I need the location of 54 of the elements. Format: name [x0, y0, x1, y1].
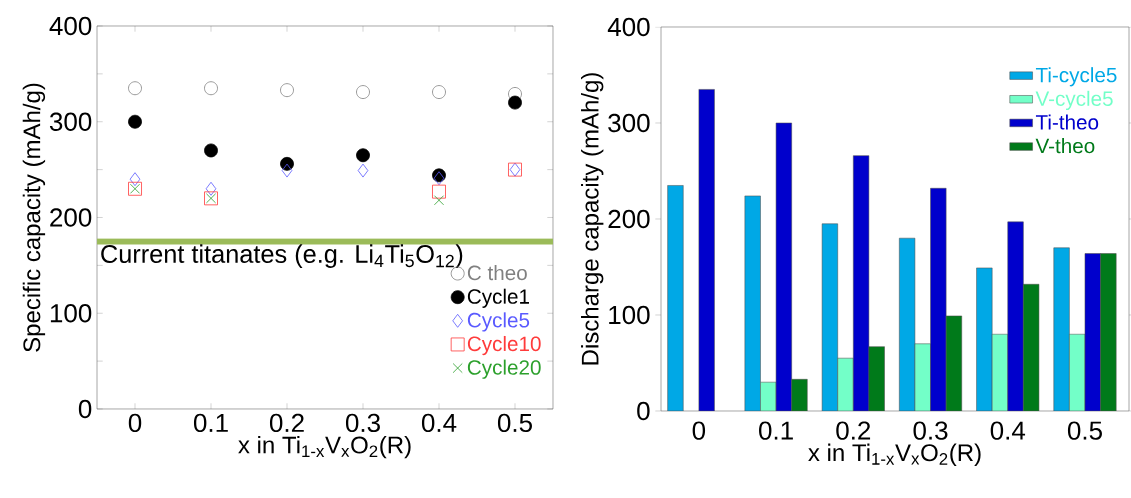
y-tick-label: 400 [607, 17, 650, 37]
x-tick-label: 0.2 [269, 413, 304, 433]
legend-label: C theo [467, 265, 527, 281]
ref-line-label: Current titanates (e.g. Li$_{4}$Ti$_{5}$O$_{12}$) [101, 244, 463, 268]
legend-label: V-theo [1035, 138, 1095, 154]
y-axis-title: Discharge capacity (mAh/g) [581, 73, 604, 365]
y-tick-label: 100 [50, 304, 92, 323]
x-tick-label: 0.3 [345, 413, 380, 433]
legend-label: Ti-cycle5 [1035, 67, 1117, 87]
legend-label: V-cycle5 [1035, 90, 1113, 111]
x-tick-label: 0.5 [1067, 421, 1102, 440]
point [205, 181, 217, 196]
bar [667, 185, 684, 411]
bar [698, 89, 715, 411]
y-tick-label: 400 [49, 16, 92, 36]
point [128, 81, 142, 96]
point [356, 85, 370, 99]
y-tick-label: 200 [50, 208, 92, 227]
y-tick-label: 100 [609, 305, 650, 325]
point [508, 87, 522, 101]
legend-label: Cycle10 [467, 335, 541, 356]
point [204, 81, 218, 96]
x-tick-label: 0 [128, 413, 142, 433]
x-tick-label: 0.4 [990, 421, 1026, 440]
x-tick-label: 0.3 [913, 421, 948, 440]
point [204, 143, 218, 158]
bar [1007, 221, 1024, 411]
x-tick-label: 0.2 [836, 421, 871, 440]
y-tick-label: 300 [49, 112, 92, 131]
y-axis-title: Specific capacity (mAh/g) [22, 83, 46, 352]
x-tick-label: 0.4 [421, 413, 457, 433]
point [280, 83, 294, 98]
legend-label: Cycle5 [467, 312, 530, 332]
point [356, 148, 370, 163]
point [432, 184, 446, 199]
point [434, 195, 444, 206]
legend-label: Ti-theo [1035, 114, 1099, 130]
point [129, 172, 141, 187]
x-tick-label: 0 [692, 421, 706, 440]
point [432, 85, 446, 99]
x-axis-title: x in Ti$_{1-x}$V$_{x}$O$_{2}$(R) [808, 443, 981, 466]
y-tick-label: 300 [608, 113, 650, 133]
point [357, 163, 369, 178]
point [508, 95, 522, 110]
legend-label: Cycle20 [467, 359, 541, 379]
point [281, 163, 293, 178]
y-tick-label: 0 [78, 399, 92, 419]
x-axis-title: x in Ti$_{1-x}$V$_{x}$O$_{2}$(R) [238, 435, 411, 459]
point [128, 114, 142, 129]
x-tick-label: 0.1 [759, 421, 793, 440]
y-tick-label: 200 [608, 209, 650, 229]
legend-label: Cycle1 [467, 288, 529, 308]
x-tick-label: 0.1 [193, 413, 228, 433]
x-tick-label: 0.5 [497, 413, 532, 433]
